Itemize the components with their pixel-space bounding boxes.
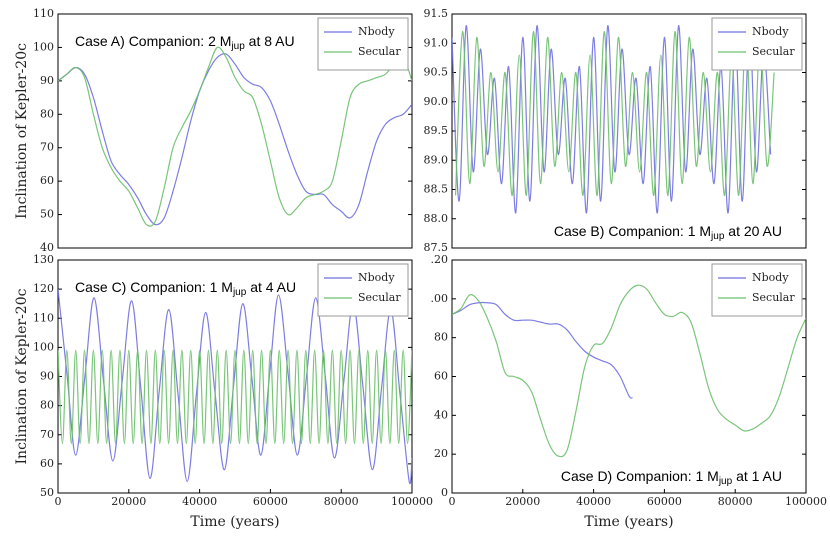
annotation-text: Case A) Companion: 2 M xyxy=(75,33,231,49)
y-tick-label: 90.0 xyxy=(424,95,449,108)
y-tick-label: 120 xyxy=(33,282,54,295)
y-tick-label: .00 xyxy=(431,292,449,305)
plot-lines xyxy=(452,284,806,458)
y-tick-label: 90.5 xyxy=(424,66,449,79)
x-tick-label: 20000 xyxy=(505,495,540,508)
y-tick-label: 110 xyxy=(33,311,54,324)
annotation-rest: at 4 AU xyxy=(246,279,296,295)
y-tick-label: 70 xyxy=(40,141,54,154)
y-tick-label: 50 xyxy=(40,486,54,499)
annotation: Case D) Companion: 1 Mjup at 1 AU xyxy=(561,468,782,487)
annotation: Case C) Companion: 1 Mjup at 4 AU xyxy=(75,279,296,298)
legend-box xyxy=(711,17,803,71)
annotation-rest: at 20 AU xyxy=(724,223,782,239)
annotation-sub: jup xyxy=(232,287,247,298)
y-tick-label: 70 xyxy=(40,428,54,441)
plot-lines xyxy=(58,289,412,485)
series-line xyxy=(58,349,412,445)
y-tick-label: 88.5 xyxy=(424,183,449,196)
legend-label: Nbody xyxy=(752,271,789,284)
y-tick-label: 60 xyxy=(434,370,448,383)
series-line xyxy=(454,30,775,196)
y-axis-label: Inclination of Kepler-20c xyxy=(14,43,30,219)
x-tick-label: 60000 xyxy=(253,495,288,508)
series-line xyxy=(58,46,412,227)
y-tick-label: 87.5 xyxy=(424,241,449,254)
y-tick-label: 80 xyxy=(40,399,54,412)
x-tick-label: 40000 xyxy=(576,495,611,508)
annotation-sub: jup xyxy=(710,231,725,242)
legend-label: Nbody xyxy=(358,25,395,38)
legend-label: Secular xyxy=(358,45,401,58)
x-tick-label: 100000 xyxy=(785,495,827,508)
x-tick-label: 100000 xyxy=(391,495,433,508)
y-tick-label: 90 xyxy=(40,74,54,87)
y-tick-label: 40 xyxy=(40,241,54,254)
series-line xyxy=(58,53,412,226)
y-tick-label: 91.5 xyxy=(424,7,449,20)
y-tick-label: 88.0 xyxy=(424,212,449,225)
annotation-rest: at 1 AU xyxy=(732,468,782,484)
y-tick-label: .20 xyxy=(431,253,449,266)
y-tick-label: 89.0 xyxy=(424,153,449,166)
series-line xyxy=(452,25,772,214)
x-tick-label: 80000 xyxy=(718,495,753,508)
annotation: Case A) Companion: 2 Mjup at 8 AU xyxy=(75,33,295,52)
y-tick-label: 90 xyxy=(40,370,54,383)
y-tick-label: 40 xyxy=(434,408,448,421)
annotation-rest: at 8 AU xyxy=(245,33,295,49)
x-axis-label: Time (years) xyxy=(584,514,673,530)
legend-box xyxy=(317,17,409,71)
y-tick-label: 130 xyxy=(33,253,54,266)
y-tick-label: 60 xyxy=(40,174,54,187)
y-axis-label: Inclination of Kepler-20c xyxy=(14,288,30,464)
legend-box xyxy=(711,263,803,317)
y-tick-label: 91.0 xyxy=(424,36,449,49)
y-tick-label: 89.5 xyxy=(424,124,449,137)
legend-label: Secular xyxy=(752,291,795,304)
x-axis-label: Time (years) xyxy=(190,514,279,530)
annotation-sub: jup xyxy=(230,41,245,52)
x-tick-label: 0 xyxy=(55,495,62,508)
y-tick-label: 80 xyxy=(40,107,54,120)
y-tick-label: 100 xyxy=(33,40,54,53)
x-tick-label: 20000 xyxy=(111,495,146,508)
plot-lines xyxy=(452,25,775,214)
annotation-text: Case B) Companion: 1 M xyxy=(554,223,711,239)
plot-lines xyxy=(58,46,412,227)
y-tick-label: 50 xyxy=(40,208,54,221)
y-tick-label: 0 xyxy=(441,486,448,499)
legend-label: Nbody xyxy=(358,271,395,284)
y-tick-label: 100 xyxy=(33,340,54,353)
x-tick-label: 80000 xyxy=(324,495,359,508)
series-line xyxy=(452,301,633,399)
y-tick-label: 80 xyxy=(434,331,448,344)
legend-label: Secular xyxy=(752,45,795,58)
y-tick-label: 110 xyxy=(33,7,54,20)
y-tick-label: 60 xyxy=(40,457,54,470)
y-tick-label: 20 xyxy=(434,447,448,460)
annotation: Case B) Companion: 1 Mjup at 20 AU xyxy=(554,223,782,242)
annotation-text: Case C) Companion: 1 M xyxy=(75,279,233,295)
series-line xyxy=(452,284,806,458)
annotation-text: Case D) Companion: 1 M xyxy=(561,468,719,484)
legend-label: Nbody xyxy=(752,25,789,38)
annotation-sub: jup xyxy=(718,476,733,487)
legend-label: Secular xyxy=(358,291,401,304)
x-tick-label: 0 xyxy=(449,495,456,508)
x-tick-label: 40000 xyxy=(182,495,217,508)
x-tick-label: 60000 xyxy=(647,495,682,508)
legend-box xyxy=(317,263,409,317)
